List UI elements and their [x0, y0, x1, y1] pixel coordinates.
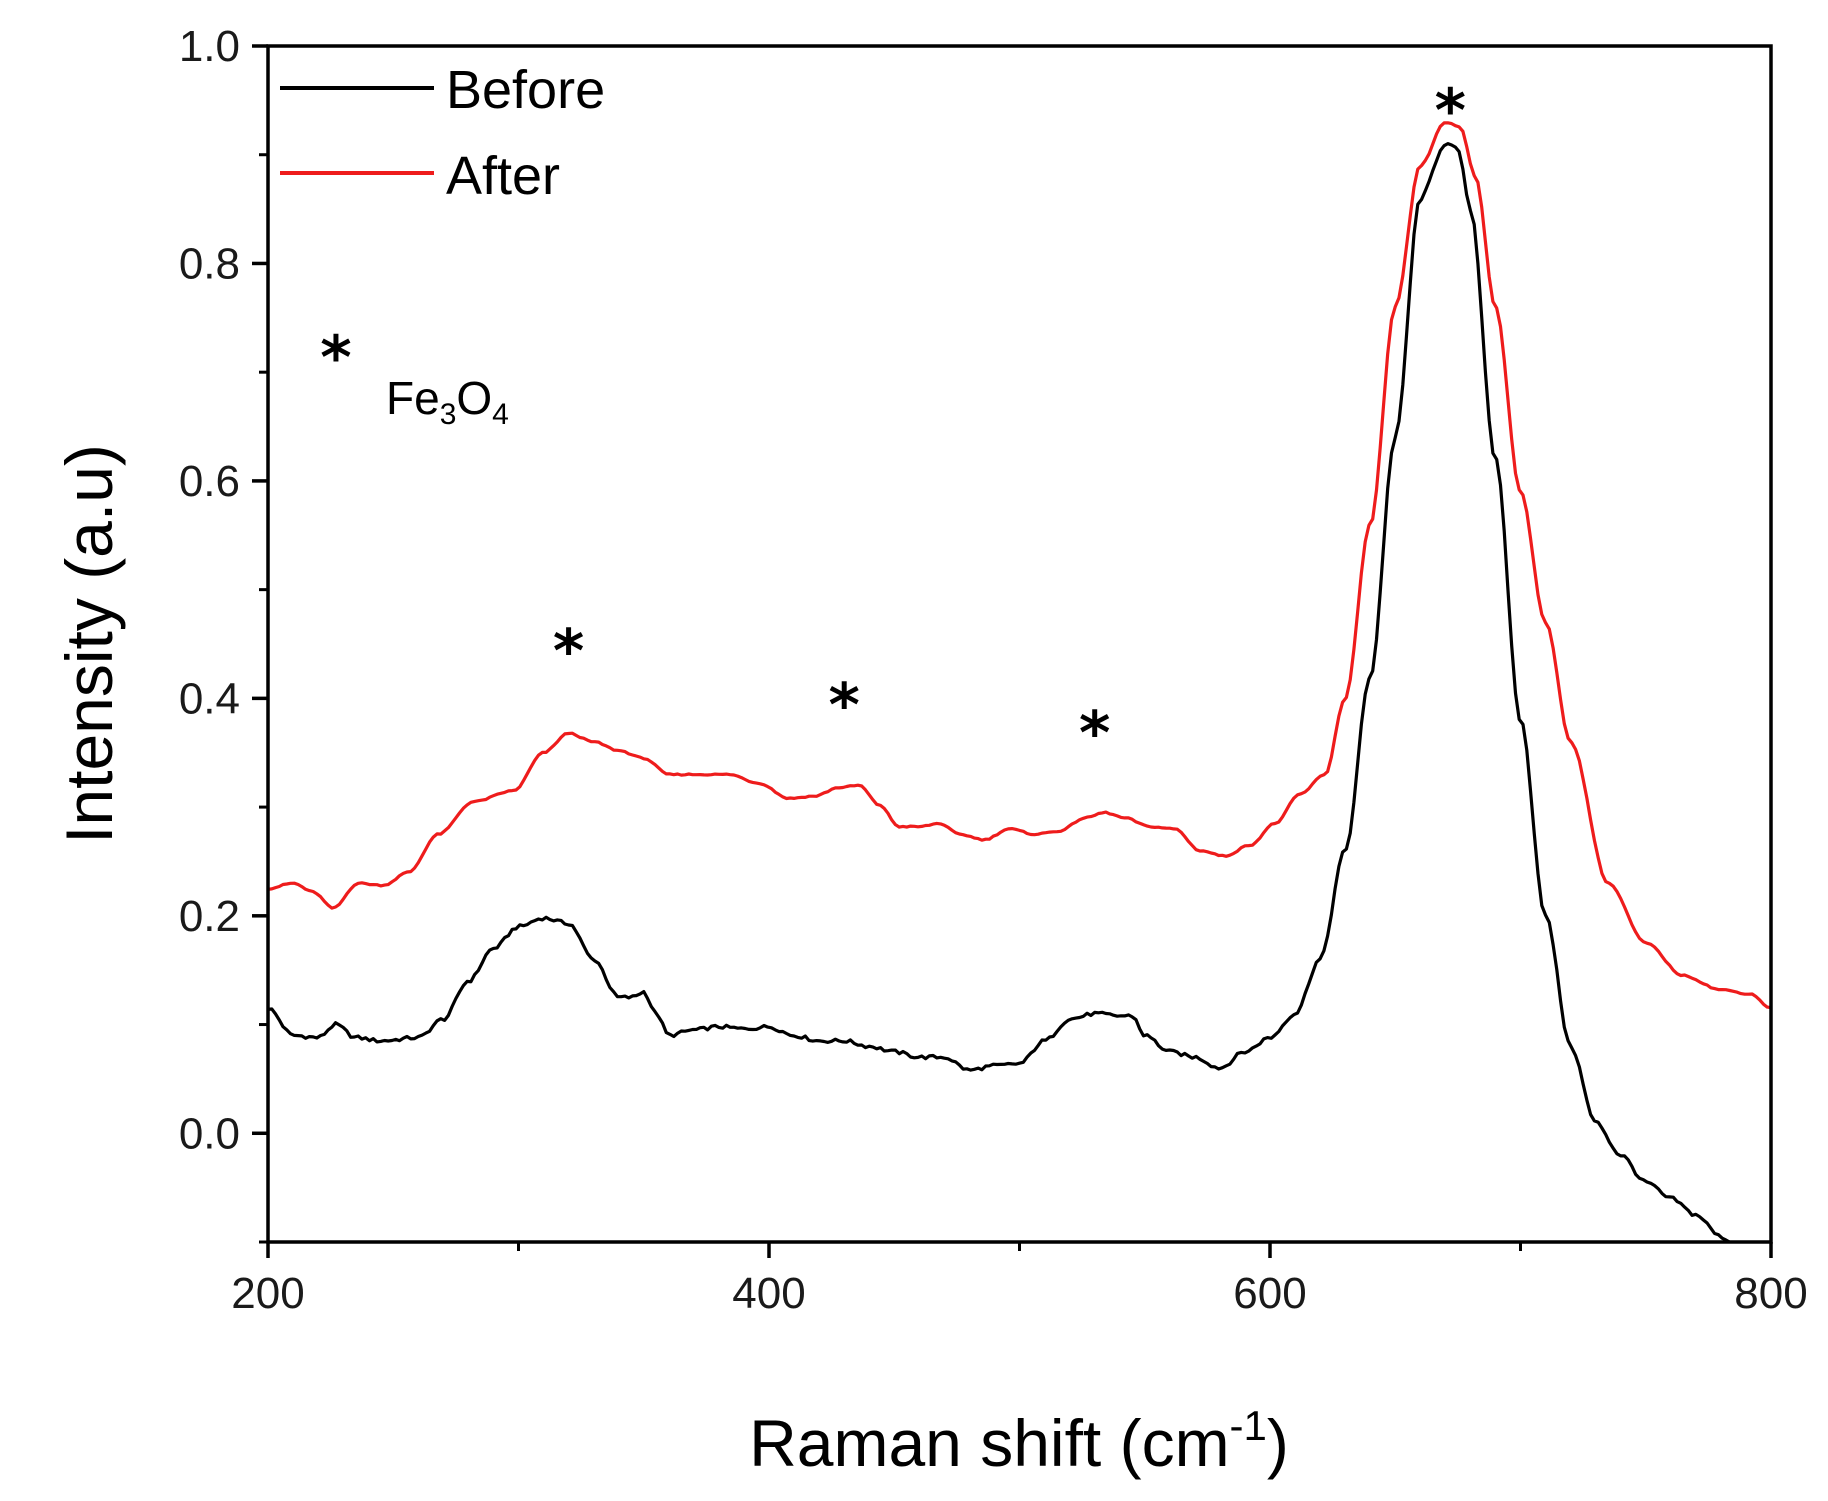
x-tick-label: 200: [231, 1269, 304, 1318]
y-tick-label: 0.2: [179, 892, 240, 941]
fe3o4-o: O: [456, 372, 492, 424]
fe3o4-note: * Fe3O4: [320, 323, 509, 431]
series-line-after: [267, 121, 1772, 1010]
y-tick-label: 0.8: [179, 239, 240, 288]
fe3o4-note-star: *: [320, 323, 351, 393]
fe3o4-fe: Fe: [386, 372, 440, 424]
fe3o4-sub-4: 4: [492, 398, 509, 431]
y-tick-label: 0.6: [179, 457, 240, 506]
y-tick-label: 0.0: [179, 1109, 240, 1158]
legend: Before After: [280, 60, 605, 206]
peak-marker: *: [553, 617, 584, 687]
x-axis-title-main: Raman shift (cm: [749, 1406, 1229, 1480]
legend-label-after: After: [446, 146, 560, 206]
x-axis-title-superscript: -1: [1230, 1402, 1267, 1449]
legend-label-before: Before: [446, 60, 605, 120]
peak-marker: *: [1435, 76, 1466, 146]
y-tick-label: 0.4: [179, 674, 240, 723]
series-layer: [267, 121, 1772, 1244]
peak-marker: *: [1079, 699, 1110, 769]
series-line-before: [267, 142, 1731, 1244]
peak-marker: *: [828, 670, 859, 740]
peak-markers-layer: * * * *: [553, 76, 1466, 769]
y-tick-label: 1.0: [179, 22, 240, 71]
x-axis-title-close: ): [1267, 1406, 1289, 1480]
x-axis-title: Raman shift (cm-1): [749, 1402, 1289, 1480]
fe3o4-note-formula: Fe3O4: [386, 372, 509, 431]
x-tick-label: 600: [1233, 1269, 1306, 1318]
y-axis-title: Intensity (a.u): [52, 444, 126, 844]
ticks-layer: [252, 44, 1773, 1258]
fe3o4-sub-3: 3: [440, 398, 457, 431]
tick-labels-layer: 200 400 600 800 0.0 0.2 0.4 0.6 0.8 1.0: [179, 22, 1808, 1318]
x-tick-label: 800: [1734, 1269, 1807, 1318]
x-tick-label: 400: [732, 1269, 805, 1318]
